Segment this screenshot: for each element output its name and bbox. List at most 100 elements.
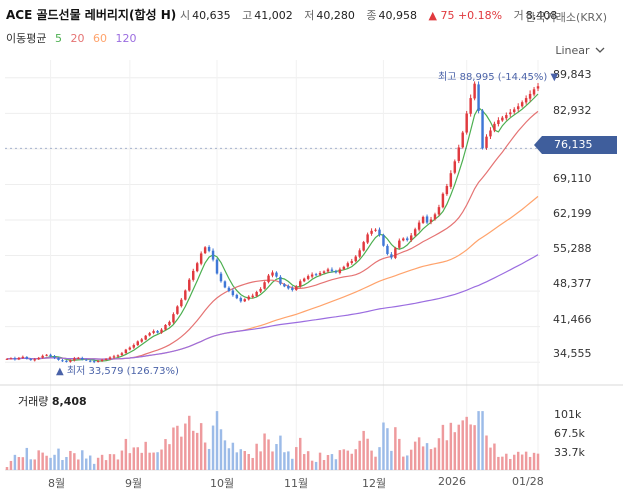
volume-bar — [299, 437, 302, 470]
candle-body — [259, 288, 262, 292]
candle-body — [195, 263, 199, 272]
period-low-label: 최저 33,579 (126.73%) — [66, 366, 179, 377]
volume-bar — [215, 411, 219, 470]
candle-body — [386, 245, 389, 254]
candle-body — [287, 285, 290, 289]
candle-body — [421, 216, 425, 223]
candle-body — [366, 234, 369, 243]
volume-bar — [128, 453, 132, 470]
candle-body — [536, 86, 540, 89]
candle-body — [120, 353, 124, 355]
moving-average-legend[interactable]: 이동평균 5 20 60 120 — [6, 30, 141, 46]
high-label: 고 — [242, 9, 253, 22]
candle-body — [116, 355, 120, 357]
candle-body — [235, 294, 239, 299]
volume-bar — [528, 456, 532, 470]
volume-bar — [366, 438, 369, 470]
volume-bar — [96, 457, 100, 470]
ma-line-60 — [6, 195, 539, 360]
volume-bar — [334, 459, 338, 470]
candle-body — [299, 281, 302, 287]
price-tick: 48,377 — [553, 277, 592, 290]
candle-body — [45, 354, 48, 356]
candle-body — [390, 254, 393, 258]
candle-body — [104, 358, 108, 360]
scale-toggle-button[interactable]: Linear — [555, 44, 605, 57]
volume-bar — [532, 452, 536, 470]
candle-body — [425, 216, 429, 223]
volume-bar — [409, 449, 413, 470]
volume-bar — [338, 450, 342, 470]
ma-line-5 — [6, 93, 539, 362]
volume-bar — [227, 448, 231, 470]
candle-body — [88, 360, 92, 362]
volume-tick: 33.7k — [554, 446, 585, 459]
volume-bar — [81, 450, 84, 470]
month-label: 12월 — [362, 477, 387, 490]
volume-bar — [279, 435, 282, 470]
volume-bar — [195, 432, 199, 470]
candle-body — [243, 299, 246, 302]
candle-body — [417, 222, 421, 230]
month-label: 2026 — [438, 475, 466, 488]
security-title: ACE 골드선물 레버리지(합성 H) — [6, 8, 177, 22]
candle-body — [49, 354, 52, 357]
ma-line-120 — [6, 254, 539, 360]
candle-body — [203, 247, 207, 254]
change-percent: +0.18% — [457, 9, 503, 22]
candle-body — [144, 335, 147, 340]
volume-bar — [108, 454, 112, 470]
candle-body — [108, 357, 112, 359]
ma-legend-120: 120 — [115, 32, 137, 45]
volume-bar — [370, 450, 373, 470]
volume-bar — [509, 458, 512, 470]
volume-bar — [65, 456, 68, 470]
volume-bar — [45, 455, 48, 470]
volume-bar — [437, 438, 441, 470]
volume-bar — [350, 453, 353, 470]
period-low-annotation: ▲ 최저 33,579 (126.73%) — [56, 362, 179, 377]
candle-body — [465, 113, 468, 133]
volume-bar — [259, 451, 262, 470]
candle-body — [477, 84, 480, 111]
volume-bar — [267, 439, 270, 470]
candle-body — [77, 357, 80, 359]
volume-bar — [477, 411, 480, 470]
volume-bar — [406, 455, 409, 470]
period-high-label: 최고 88,995 (-14.45%) — [438, 72, 548, 83]
candle-body — [263, 282, 266, 289]
volume-bar — [21, 457, 25, 470]
candle-body — [17, 357, 21, 360]
volume-bar — [5, 467, 9, 470]
candle-body — [382, 234, 385, 246]
candle-body — [342, 266, 346, 270]
volume-bar — [37, 450, 40, 470]
candle-body — [322, 271, 326, 273]
candle-body — [37, 357, 40, 360]
ma-legend-5: 5 — [54, 32, 62, 45]
volume-bar — [148, 452, 151, 470]
volume-bar — [199, 423, 203, 470]
volume-bar — [88, 455, 92, 470]
candle-body — [239, 298, 243, 302]
candle-body — [338, 269, 342, 273]
candle-body — [92, 361, 96, 363]
candle-body — [350, 261, 353, 264]
volume-bar — [469, 424, 472, 470]
close-value: 40,958 — [378, 9, 418, 22]
volume-bar — [445, 440, 449, 470]
volume-bar — [314, 461, 318, 470]
volume-bar — [449, 422, 453, 470]
volume-bar — [263, 433, 266, 470]
candle-body — [437, 207, 441, 215]
candle-body — [69, 360, 72, 362]
volume-bar — [184, 423, 187, 470]
open-label: 시 — [180, 9, 191, 22]
volume-bar — [390, 450, 393, 470]
candle-body — [172, 314, 175, 323]
candle-body — [485, 136, 488, 148]
volume-value: 8,408 — [525, 9, 558, 22]
volume-bar — [211, 425, 215, 470]
candle-body — [520, 102, 524, 107]
